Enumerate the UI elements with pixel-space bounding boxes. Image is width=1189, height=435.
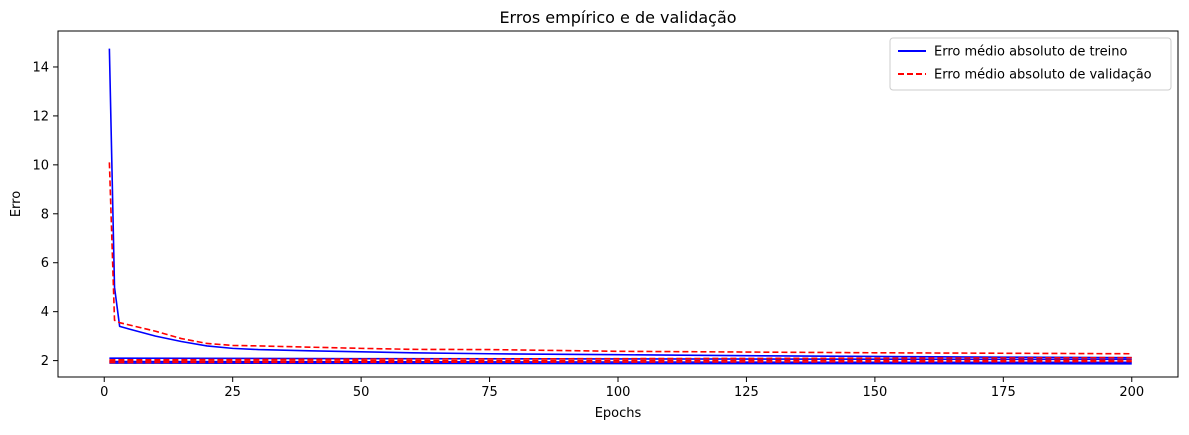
series-line-0 — [108, 48, 1132, 359]
y-tick-label: 14 — [32, 60, 49, 75]
series-line-6 — [109, 359, 1132, 362]
series-line-7 — [109, 360, 1132, 364]
legend-box — [889, 37, 1172, 91]
y-axis-label: Erro — [9, 191, 24, 217]
series-layer — [108, 48, 1132, 365]
legend: Erro médio absoluto de treino Erro médio… — [889, 37, 1172, 91]
y-tick-label: 10 — [32, 158, 49, 173]
x-tick-label: 175 — [991, 385, 1016, 400]
series-line-5 — [109, 356, 1132, 361]
x-tick-label: 150 — [862, 385, 887, 400]
y-tick-label: 2 — [41, 354, 49, 369]
series-line-4 — [109, 362, 1132, 365]
y-tick-label: 12 — [32, 109, 49, 124]
x-tick-label: 0 — [100, 385, 108, 400]
chart-title: Erros empírico e de validação — [499, 8, 736, 27]
x-tick-label: 200 — [1119, 385, 1144, 400]
y-axis: 2 4 6 8 10 12 14 — [32, 60, 58, 369]
x-tick-label: 125 — [734, 385, 759, 400]
y-tick-label: 6 — [41, 256, 49, 271]
x-axis: 0 25 50 75 100 125 150 175 200 — [100, 377, 1144, 400]
x-tick-label: 75 — [481, 385, 498, 400]
x-tick-label: 25 — [224, 385, 241, 400]
x-tick-label: 100 — [606, 385, 631, 400]
x-tick-label: 50 — [353, 385, 370, 400]
legend-label-validacao: Erro médio absoluto de validação — [934, 68, 1152, 83]
series-line-1 — [108, 162, 1132, 355]
x-axis-label: Epochs — [595, 406, 642, 421]
legend-label-treino: Erro médio absoluto de treino — [934, 45, 1127, 60]
y-tick-label: 8 — [41, 207, 49, 222]
plot-area — [57, 30, 1179, 378]
y-tick-label: 4 — [41, 305, 49, 320]
